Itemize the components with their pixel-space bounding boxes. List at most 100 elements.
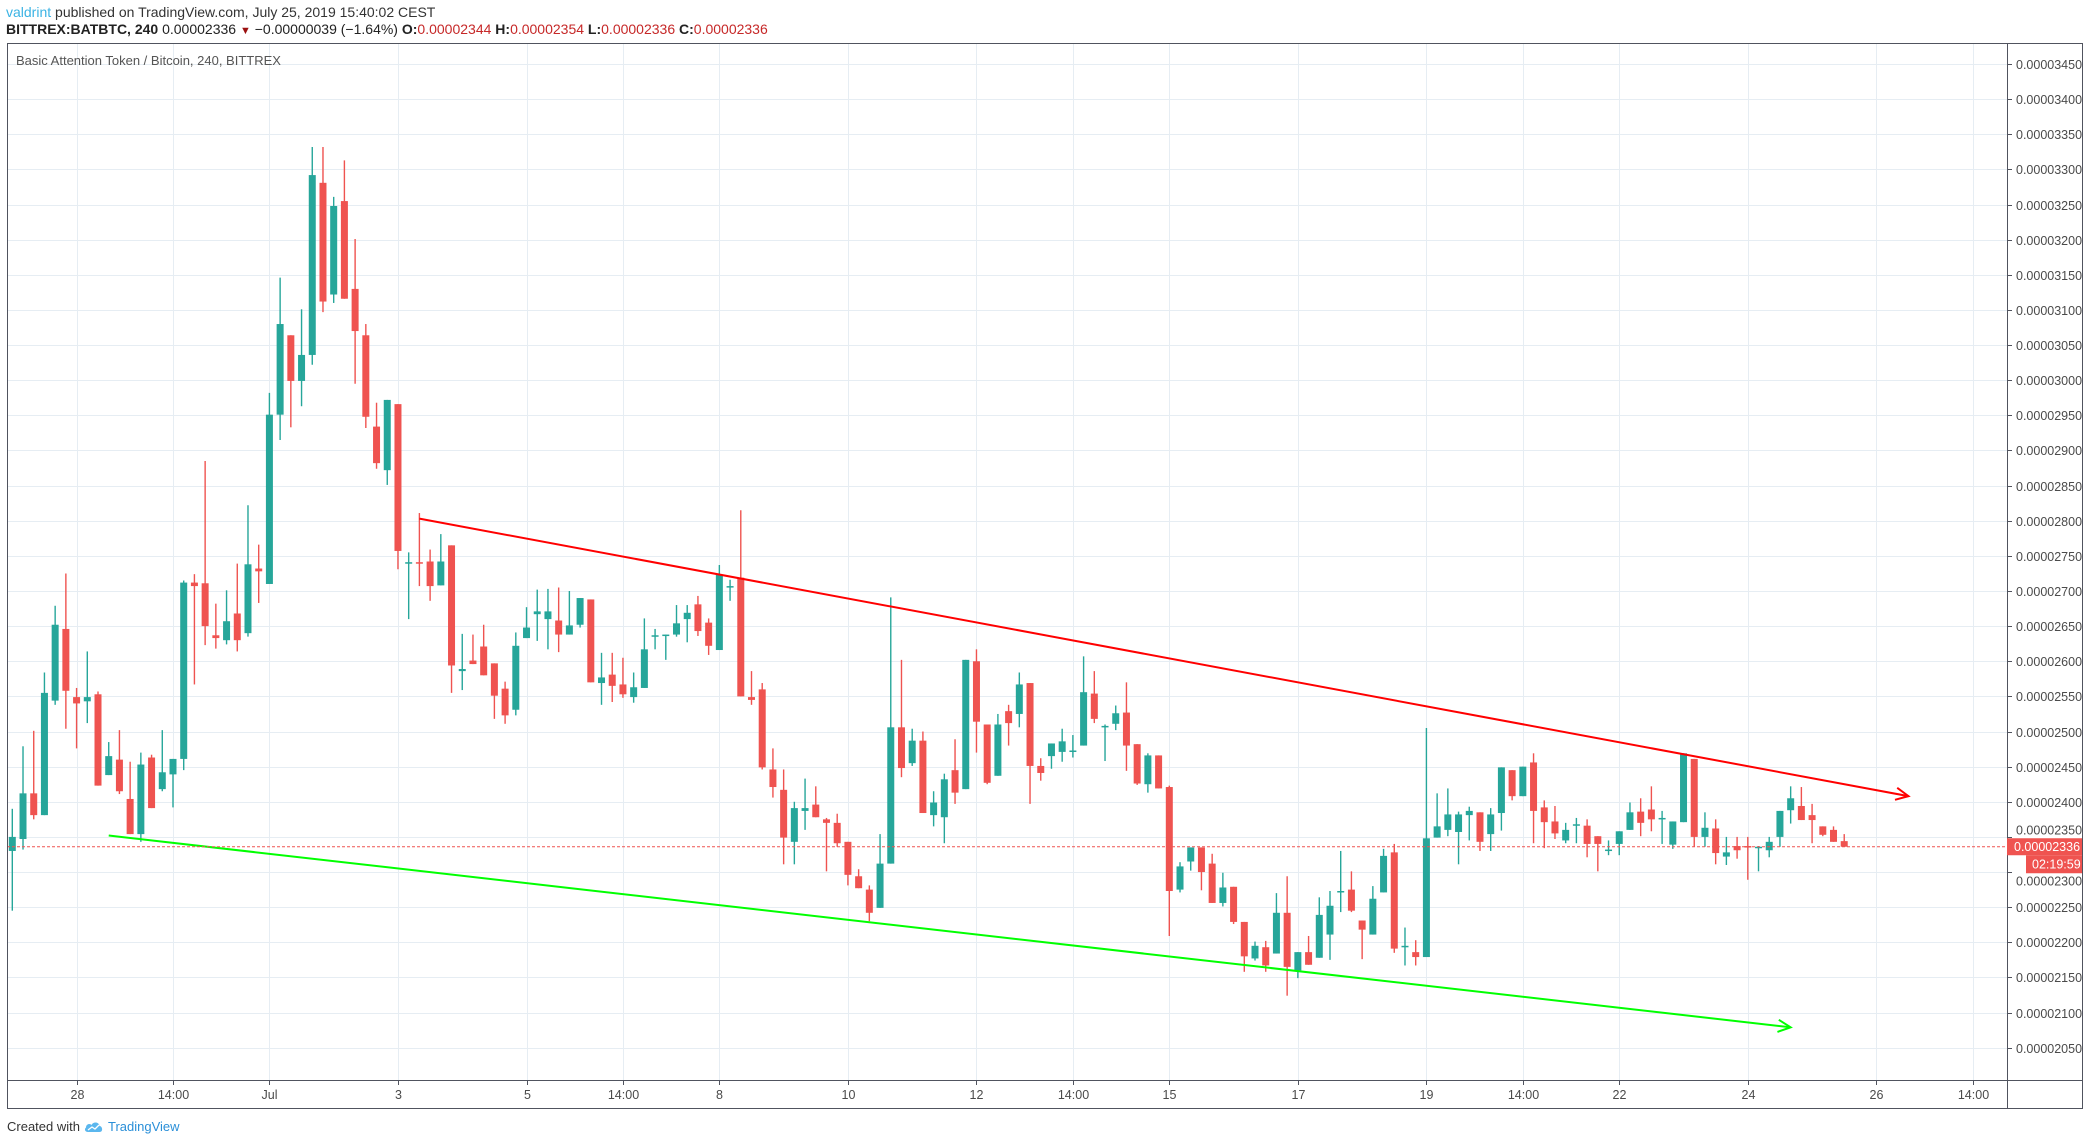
candle-body [737,577,745,697]
tradingview-link[interactable]: TradingView [107,1119,180,1134]
candle-body [705,622,713,646]
candle-body [1765,841,1773,851]
candle [501,681,509,724]
support-trend-line [108,834,1791,1029]
candle [490,663,498,719]
candle-body [747,697,755,700]
candle [1176,862,1184,893]
candle [908,728,916,766]
candle [940,773,948,844]
candle [705,618,713,655]
candle-body [673,623,681,635]
candle-body [1819,826,1827,835]
candle-body [1337,891,1345,893]
candle-body [458,668,466,672]
price-tick-label: 0.00003200 [2016,234,2082,248]
candle [1112,705,1120,731]
price-tick-label: 0.00003300 [2016,163,2082,177]
price-tick-label: 0.00003100 [2016,304,2082,318]
candle [94,691,102,786]
candle-body [651,635,659,637]
candle [1487,808,1495,851]
candle [265,392,273,584]
candle-body [694,604,702,632]
candle-body [994,724,1002,776]
time-tick-label: 3 [395,1088,402,1102]
candle [287,335,295,428]
candle-body [83,697,91,702]
price-tick-label: 0.00003350 [2016,128,2082,142]
footer: Created with TradingView [7,1119,180,1134]
candle [1208,853,1216,903]
candle [1840,834,1848,847]
price-tick-label: 0.00003000 [2016,374,2082,388]
candle [598,652,606,705]
candle-body [1315,914,1323,958]
candle-body [1594,836,1602,844]
price-tick-label: 0.00002400 [2016,796,2082,810]
time-tick-label: 14:00 [1958,1088,1989,1102]
candle [544,588,552,650]
candle [1455,811,1463,865]
candle [1680,753,1688,823]
candle [201,461,209,646]
candle [1583,819,1591,858]
candle [148,754,156,809]
candle-body [715,574,723,651]
candle [737,510,745,697]
author-link[interactable]: valdrint [6,4,52,20]
price-axis[interactable]: 0.00003450 0.00003400 0.00003350 0.00003300… [2007,58,2082,1056]
candle [1005,704,1013,746]
candle [1165,785,1173,936]
candle [565,591,573,635]
candle [19,746,27,850]
price-tick-label: 0.00003150 [2016,269,2082,283]
candle-body [415,562,423,564]
candle [747,671,755,705]
candle-body [1465,810,1473,816]
candle-body [1005,711,1013,724]
candle-body [73,697,81,704]
candle [758,683,766,770]
time-tick-label: 15 [1163,1088,1177,1102]
candle [673,605,681,637]
candle-body [1283,912,1291,967]
candle [1358,920,1366,960]
candle-body [608,674,616,686]
candle-body [630,687,638,698]
candle-body [1187,847,1195,862]
candle-body [1755,846,1763,849]
price-tick-label: 0.00002750 [2016,550,2082,564]
candle-body [1369,898,1377,935]
candle-body [683,612,691,620]
candle [1465,806,1473,841]
price-tick-label: 0.00002650 [2016,620,2082,634]
price-tick-label: 0.00002450 [2016,761,2082,775]
candle-body [1112,713,1120,724]
candle [1090,671,1098,724]
chart-frame [7,43,2083,1109]
candle-body [1305,952,1313,965]
candle [1047,743,1055,769]
candle-body [51,624,59,701]
candle-body [1272,912,1280,954]
candle [1197,847,1205,891]
candle [1122,682,1130,771]
candle [223,590,231,645]
candle [383,399,391,485]
candle [812,786,820,818]
candle [1658,810,1666,844]
support-arrow-head-icon [1777,1018,1793,1033]
candle [651,628,659,650]
candle [340,160,348,299]
candle [1422,728,1430,958]
candle [683,605,691,643]
candle [962,659,970,790]
price-tick-label: 0.00003400 [2016,93,2082,107]
time-axis[interactable]: 28 14:00 Jul 3 5 14:00 8 10 12 14:00 15 17 19 14:00 22… [71,1080,1990,1102]
candle-body [330,205,338,295]
candle-body [1530,762,1538,811]
candle-body [619,684,627,695]
candle [1283,876,1291,996]
